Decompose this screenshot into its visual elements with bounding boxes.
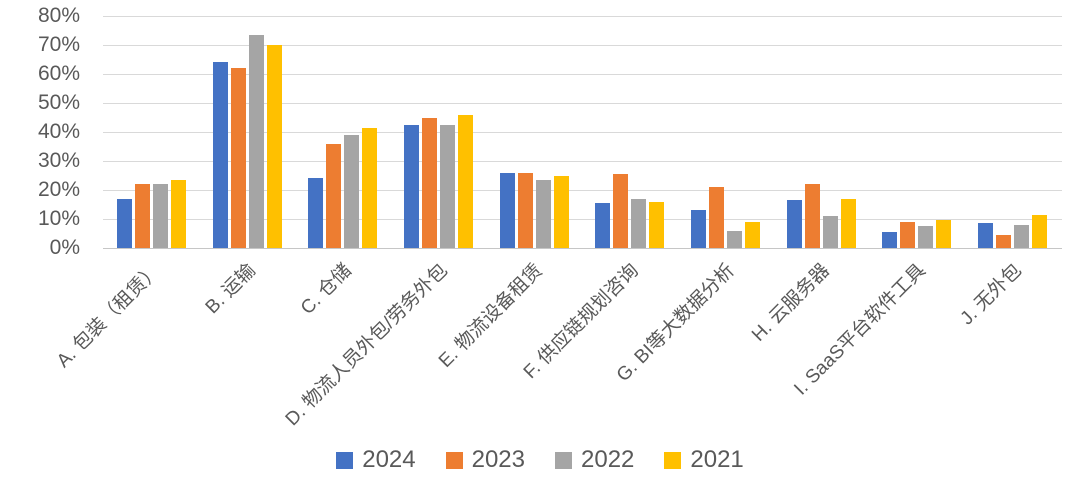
bar-2022	[248, 34, 264, 248]
y-tick-label: 80%	[37, 4, 80, 27]
bar-2021	[553, 175, 569, 248]
bar-group	[308, 16, 378, 248]
bar-2022	[535, 179, 551, 248]
bar-2023	[613, 174, 629, 248]
bar-2021	[266, 45, 282, 248]
bar-2021	[745, 221, 760, 248]
legend-label: 2021	[690, 446, 744, 473]
bar-group	[404, 16, 473, 248]
bar-2022	[1014, 224, 1029, 248]
y-tick-label: 30%	[37, 149, 80, 172]
bar-2023	[804, 184, 820, 248]
y-tick-label: 60%	[37, 62, 80, 85]
bar-2024	[404, 124, 419, 248]
bar-2021	[458, 114, 473, 248]
bar-2023	[230, 68, 246, 248]
bar-2022	[440, 124, 455, 248]
bar-2023	[996, 234, 1011, 248]
bar-2021	[171, 179, 186, 248]
gridline	[103, 16, 1062, 17]
bar-2024	[691, 210, 706, 248]
bar-2023	[135, 184, 150, 248]
gridline	[103, 161, 1062, 162]
bar-group	[117, 16, 186, 248]
bar-2021	[649, 201, 665, 248]
bar-2022	[153, 184, 168, 248]
legend-label: 2022	[581, 446, 635, 473]
y-tick-label: 20%	[37, 178, 80, 201]
legend-swatch-icon	[445, 451, 463, 469]
legend-item-2022: 2022	[555, 446, 634, 474]
bar-group	[691, 16, 760, 248]
bar-2021	[840, 198, 856, 248]
legend-label: 2024	[362, 446, 416, 473]
y-tick-label: 50%	[37, 91, 80, 114]
y-tick-label: 70%	[37, 33, 80, 56]
gridline	[103, 219, 1062, 220]
bar-2024	[882, 232, 898, 248]
legend-swatch-icon	[555, 451, 572, 469]
bar-2021	[936, 220, 952, 248]
bar-2023	[326, 143, 342, 248]
bar-group	[786, 16, 856, 248]
bar-2024	[786, 200, 802, 248]
bar-2023	[517, 172, 533, 248]
bar-2023	[422, 117, 437, 248]
gridline	[103, 132, 1062, 133]
plot-area	[103, 16, 1062, 249]
x-axis-line	[103, 248, 1062, 249]
legend-swatch-icon	[664, 451, 682, 469]
bar-2021	[1032, 214, 1047, 248]
bar-2023	[900, 221, 916, 248]
gridline	[103, 190, 1062, 191]
legend-swatch-icon	[336, 451, 354, 469]
gridline	[103, 74, 1062, 75]
bar-2024	[499, 172, 515, 248]
legend-item-2024: 2024	[336, 446, 416, 474]
bar-2022	[822, 216, 838, 248]
bar-2022	[918, 226, 934, 248]
bar-group	[595, 16, 665, 248]
legend-label: 2023	[471, 446, 525, 473]
bar-2024	[212, 62, 228, 248]
bar-2024	[117, 198, 132, 248]
legend-item-2023: 2023	[445, 446, 525, 474]
legend: 2024 2023 2022 2021	[0, 446, 1080, 474]
gridline	[103, 103, 1062, 104]
bar-2022	[631, 198, 647, 248]
gridline	[103, 45, 1062, 46]
bar-2024	[978, 223, 993, 248]
y-tick-label: 10%	[37, 207, 80, 230]
bar-2021	[362, 127, 378, 248]
bar-2024	[595, 203, 611, 248]
bar-2022	[344, 134, 360, 248]
bar-2024	[308, 178, 324, 248]
legend-item-2021: 2021	[664, 446, 744, 474]
y-tick-label: 0%	[49, 236, 80, 259]
bar-group	[978, 16, 1047, 248]
bar-group	[499, 16, 569, 248]
bar-group	[212, 16, 282, 248]
bar-group	[882, 16, 952, 248]
bar-2023	[709, 187, 724, 248]
y-tick-label: 40%	[37, 120, 80, 143]
bar-2022	[727, 230, 742, 248]
